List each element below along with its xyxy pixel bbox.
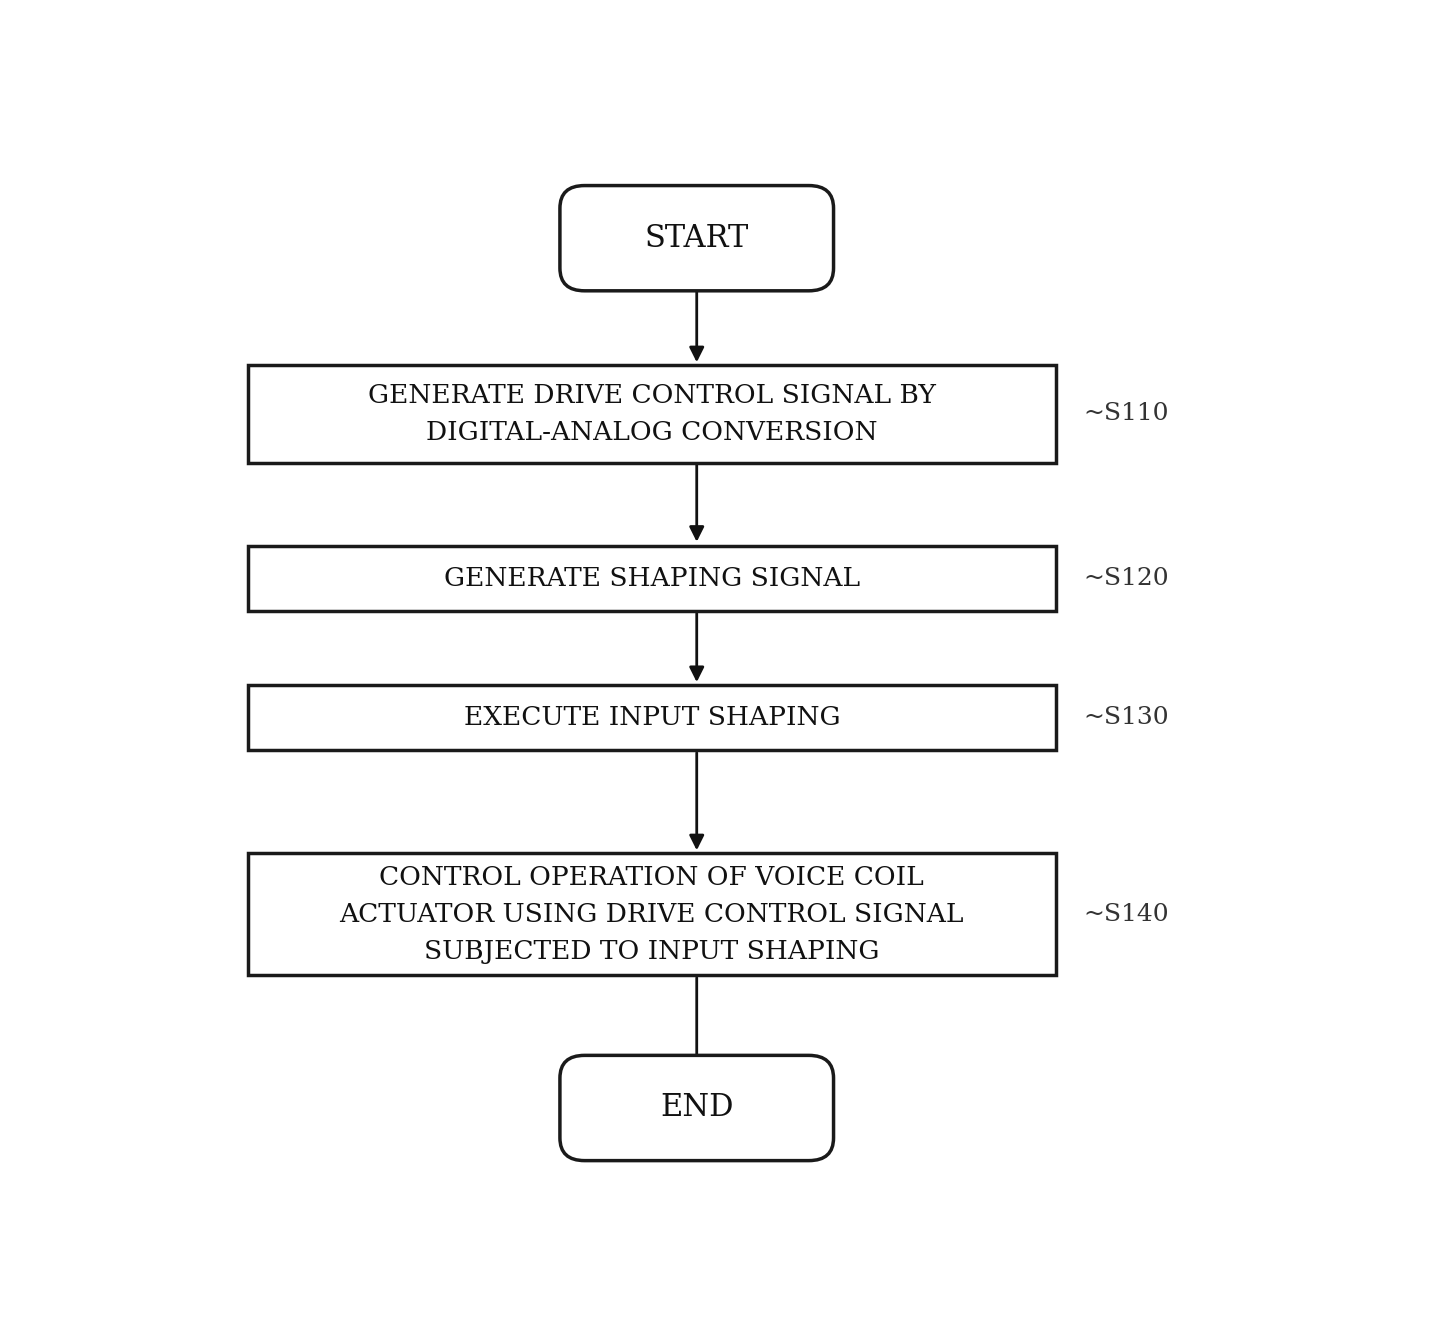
Text: ~S120: ~S120 bbox=[1084, 567, 1169, 590]
Text: ~S140: ~S140 bbox=[1084, 903, 1169, 926]
Text: GENERATE SHAPING SIGNAL: GENERATE SHAPING SIGNAL bbox=[444, 567, 860, 591]
Text: EXECUTE INPUT SHAPING: EXECUTE INPUT SHAPING bbox=[463, 705, 841, 730]
Text: ~S110: ~S110 bbox=[1084, 402, 1169, 425]
Text: END: END bbox=[660, 1092, 734, 1123]
FancyBboxPatch shape bbox=[560, 1056, 833, 1160]
Bar bbox=[249, 547, 1055, 611]
Text: CONTROL OPERATION OF VOICE COIL
ACTUATOR USING DRIVE CONTROL SIGNAL
SUBJECTED TO: CONTROL OPERATION OF VOICE COIL ACTUATOR… bbox=[340, 864, 964, 963]
Text: START: START bbox=[644, 222, 750, 253]
Bar bbox=[249, 364, 1055, 462]
Text: ~S130: ~S130 bbox=[1084, 706, 1169, 729]
Bar bbox=[249, 686, 1055, 750]
FancyBboxPatch shape bbox=[560, 185, 833, 291]
Text: GENERATE DRIVE CONTROL SIGNAL BY
DIGITAL-ANALOG CONVERSION: GENERATE DRIVE CONTROL SIGNAL BY DIGITAL… bbox=[368, 383, 936, 445]
Bar bbox=[249, 854, 1055, 976]
